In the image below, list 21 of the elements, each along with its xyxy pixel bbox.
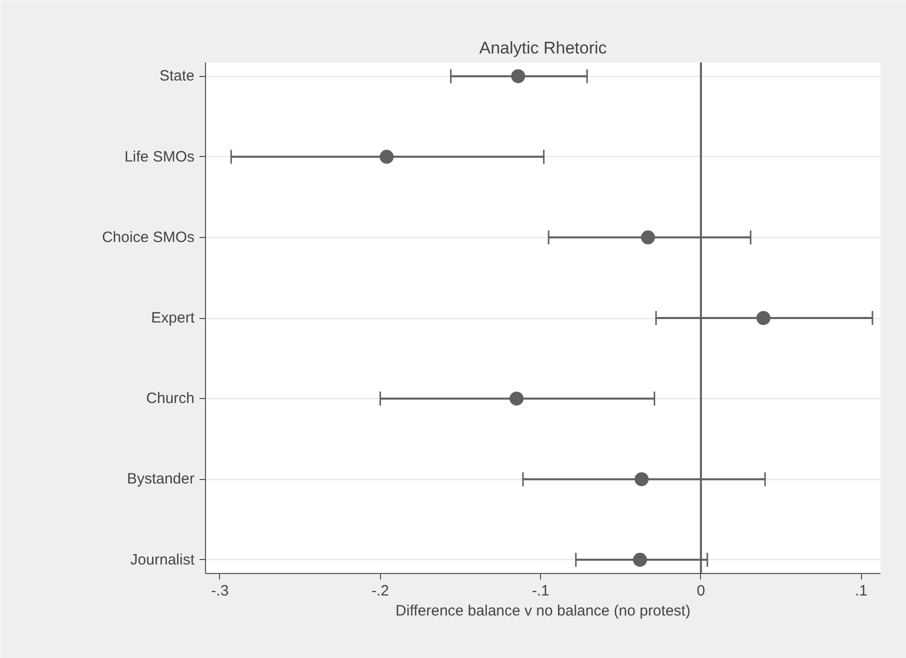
x-tick-label: 0 [696, 582, 706, 600]
point [510, 392, 524, 406]
x-tick-label: -.1 [532, 582, 550, 600]
y-tick-label: Journalist [130, 551, 196, 568]
x-tick-label: -.3 [211, 582, 229, 600]
y-tick-label: Bystander [126, 470, 195, 488]
y-tick-label: Church [146, 390, 195, 408]
point [511, 69, 526, 84]
y-tick-label: Life SMOs [124, 148, 195, 166]
x-tick-label: .1 [855, 582, 868, 600]
point [756, 311, 770, 325]
point [633, 552, 647, 567]
point [380, 150, 394, 164]
y-tick-label: Choice SMOs [102, 228, 195, 246]
chart-title: Analytic Rhetoric [479, 38, 608, 58]
y-tick-label: Expert [151, 310, 196, 326]
point [634, 472, 649, 486]
y-tick-label: State [159, 68, 195, 85]
point [641, 230, 656, 244]
x-tick-label: -.2 [372, 582, 390, 600]
x-axis-title: Difference balance v no balance (no protest) [396, 602, 690, 620]
